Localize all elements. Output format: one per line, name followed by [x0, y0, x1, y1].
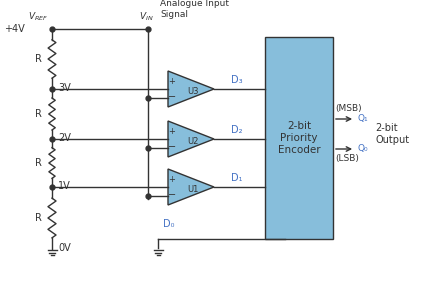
Text: R: R — [35, 54, 42, 64]
Polygon shape — [168, 71, 214, 107]
Text: 3V: 3V — [58, 83, 71, 93]
Text: D₃: D₃ — [231, 75, 243, 85]
Text: −: − — [168, 190, 176, 200]
Text: Encoder: Encoder — [278, 145, 320, 155]
Text: U1: U1 — [187, 185, 199, 195]
Text: Q₀: Q₀ — [357, 145, 368, 154]
Text: Priority: Priority — [280, 133, 318, 143]
Text: D₀: D₀ — [163, 219, 175, 229]
Polygon shape — [168, 121, 214, 157]
Text: −: − — [168, 92, 176, 102]
Text: D₂: D₂ — [231, 125, 243, 135]
Text: +: + — [169, 175, 175, 184]
Text: 2V: 2V — [58, 133, 71, 143]
Text: $V_{REF}$: $V_{REF}$ — [28, 10, 48, 23]
Text: Analogue Input
Signal: Analogue Input Signal — [160, 0, 229, 19]
Text: D₁: D₁ — [231, 173, 243, 183]
Text: U2: U2 — [187, 138, 199, 146]
Text: −: − — [168, 142, 176, 152]
Text: +: + — [169, 126, 175, 136]
Text: R: R — [35, 213, 42, 223]
Text: 1V: 1V — [58, 181, 71, 191]
Text: R: R — [35, 158, 42, 168]
Text: R: R — [35, 109, 42, 119]
Text: 2-bit: 2-bit — [287, 121, 311, 131]
Polygon shape — [168, 169, 214, 205]
Text: 0V: 0V — [58, 243, 71, 253]
Text: $V_{IN}$: $V_{IN}$ — [139, 10, 153, 23]
Text: (MSB): (MSB) — [335, 104, 362, 114]
Bar — [265, 37, 333, 239]
Text: U3: U3 — [187, 87, 199, 96]
Text: 2-bit
Output: 2-bit Output — [375, 123, 409, 145]
Text: (LSB): (LSB) — [335, 154, 359, 164]
Text: +: + — [169, 76, 175, 86]
Text: +4V: +4V — [4, 24, 25, 34]
Text: Q₁: Q₁ — [357, 115, 368, 123]
